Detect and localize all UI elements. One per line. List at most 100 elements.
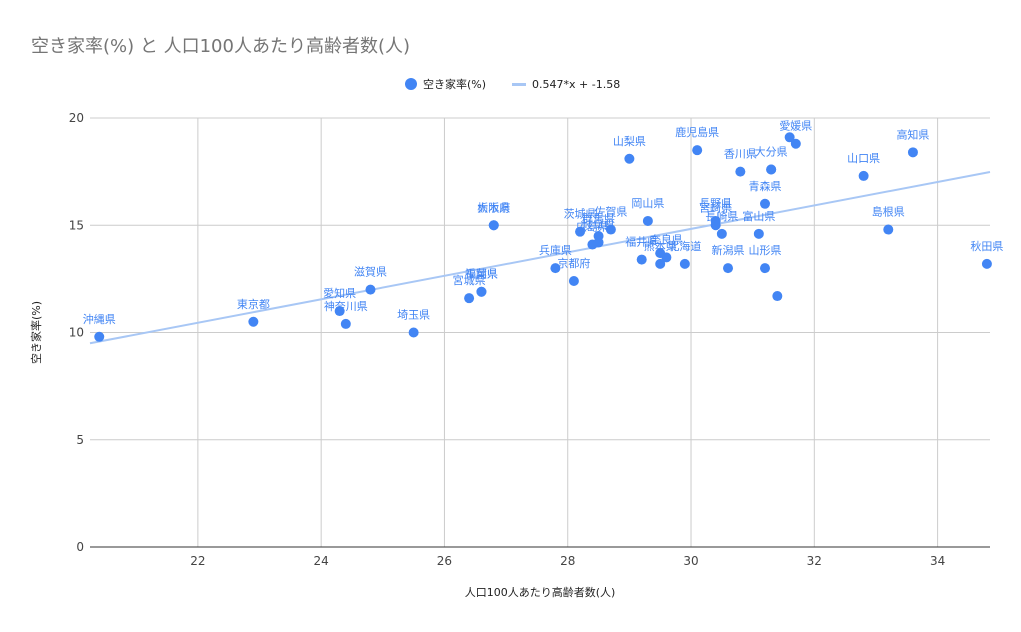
- data-label: 滋賀県: [354, 266, 387, 279]
- data-label: 長野県: [699, 197, 732, 210]
- data-label: 埼玉県: [397, 308, 430, 322]
- data-label: 愛知県: [323, 286, 356, 300]
- gridlines: [90, 117, 990, 548]
- data-point: [766, 164, 777, 175]
- trendline-group: [89, 171, 991, 345]
- data-point: [883, 224, 894, 235]
- x-axis-title: 人口100人あたり高齢者数(人): [465, 585, 616, 599]
- data-label: 兵庫県: [539, 243, 572, 257]
- data-label: 佐賀県: [594, 205, 627, 219]
- legend-label-series: 空き家率(%): [423, 78, 487, 91]
- chart-title: 空き家率(%) と 人口100人あたり高齢者数(人): [31, 36, 410, 57]
- data-point: [784, 132, 795, 143]
- y-tick-label: 5: [76, 433, 84, 447]
- data-point: [760, 263, 770, 274]
- data-point: [981, 258, 992, 269]
- data-label: 島根県: [872, 205, 905, 219]
- data-label: 長崎県: [705, 209, 738, 223]
- data-point: [488, 220, 499, 231]
- data-point: [605, 224, 616, 235]
- data-label: 高知県: [896, 127, 929, 141]
- data-point: [624, 153, 635, 164]
- data-label: 青森県: [749, 179, 782, 193]
- data-point: [550, 263, 561, 274]
- data-label: 山形県: [749, 244, 782, 257]
- data-label: 新潟県: [712, 243, 745, 257]
- data-point: [858, 170, 869, 181]
- data-point: [248, 316, 259, 327]
- data-point: [723, 263, 734, 274]
- data-point: [334, 306, 345, 317]
- data-label: 岡山県: [631, 197, 664, 210]
- legend-marker-trendline: [512, 82, 527, 86]
- data-label: 北海道: [668, 239, 701, 253]
- data-point: [692, 145, 703, 156]
- legend: 空き家率(%) 0.547*x + -1.58: [405, 76, 620, 92]
- data-label: 福井県: [625, 235, 658, 249]
- data-point: [408, 327, 419, 338]
- y-tick-label: 0: [76, 540, 84, 554]
- data-point: [568, 276, 579, 287]
- data-label: 愛媛県: [779, 119, 812, 133]
- data-point: [94, 331, 105, 342]
- data-label: 富山県: [742, 209, 775, 223]
- data-label: 東京都: [237, 297, 270, 311]
- data-label: 広島県: [576, 220, 609, 234]
- data-label: 大分県: [755, 144, 788, 158]
- data-label: 岐阜県: [582, 218, 615, 231]
- data-point: [760, 198, 770, 209]
- data-point: [575, 226, 586, 237]
- data-point: [593, 237, 604, 248]
- data-label: 秋田県: [970, 239, 1003, 253]
- x-tick-label: 24: [314, 554, 329, 568]
- data-label: 山口県: [847, 152, 880, 165]
- data-point: [753, 228, 764, 239]
- axes: 22 24 26 28 30 32 34 0 5 10 15 20: [69, 111, 946, 568]
- x-tick-label: 22: [190, 554, 205, 568]
- data-point: [735, 166, 746, 177]
- data-label: 宮崎県: [699, 200, 732, 214]
- y-tick-label: 20: [69, 111, 84, 125]
- data-point: [464, 293, 475, 304]
- data-label: 栃木県: [477, 200, 510, 214]
- data-label: 香川県: [724, 148, 757, 161]
- data-label: 奈良県: [650, 232, 683, 246]
- data-point: [790, 138, 801, 149]
- legend-marker-series: [405, 78, 417, 90]
- data-label: 福岡県: [465, 267, 498, 281]
- x-tick-label: 30: [683, 554, 698, 568]
- data-point: [365, 284, 376, 295]
- data-point: [340, 318, 351, 329]
- data-point: [772, 291, 783, 302]
- y-tick-label: 15: [69, 218, 84, 232]
- data-label: 宮城県: [453, 273, 486, 287]
- data-point: [907, 147, 918, 158]
- x-tick-label: 26: [437, 554, 452, 568]
- data-point: [661, 252, 672, 263]
- legend-label-trendline: 0.547*x + -1.58: [532, 77, 621, 91]
- data-points: [94, 132, 992, 342]
- data-label: 群馬県: [582, 211, 615, 225]
- x-tick-label: 34: [930, 554, 945, 568]
- data-label: 山梨県: [613, 134, 646, 148]
- y-axis-title: 空き家率(%): [29, 301, 43, 364]
- data-label: 沖縄県: [83, 312, 116, 326]
- x-tick-label: 32: [807, 554, 822, 568]
- data-point: [636, 254, 647, 265]
- data-label: 茨城県: [564, 207, 597, 221]
- x-tick-label: 28: [560, 554, 575, 568]
- data-point: [655, 258, 666, 269]
- data-label: 神奈川県: [324, 299, 368, 313]
- trendline: [89, 171, 991, 345]
- data-label: 鹿児島県: [675, 125, 719, 139]
- data-point: [716, 228, 727, 239]
- data-point: [642, 215, 653, 226]
- y-tick-label: 10: [69, 326, 84, 340]
- data-label: 京都府: [557, 256, 590, 270]
- data-point: [679, 258, 690, 269]
- data-label: 大阪府: [477, 200, 510, 214]
- data-point: [476, 286, 487, 297]
- data-label: 千葉県: [465, 267, 498, 281]
